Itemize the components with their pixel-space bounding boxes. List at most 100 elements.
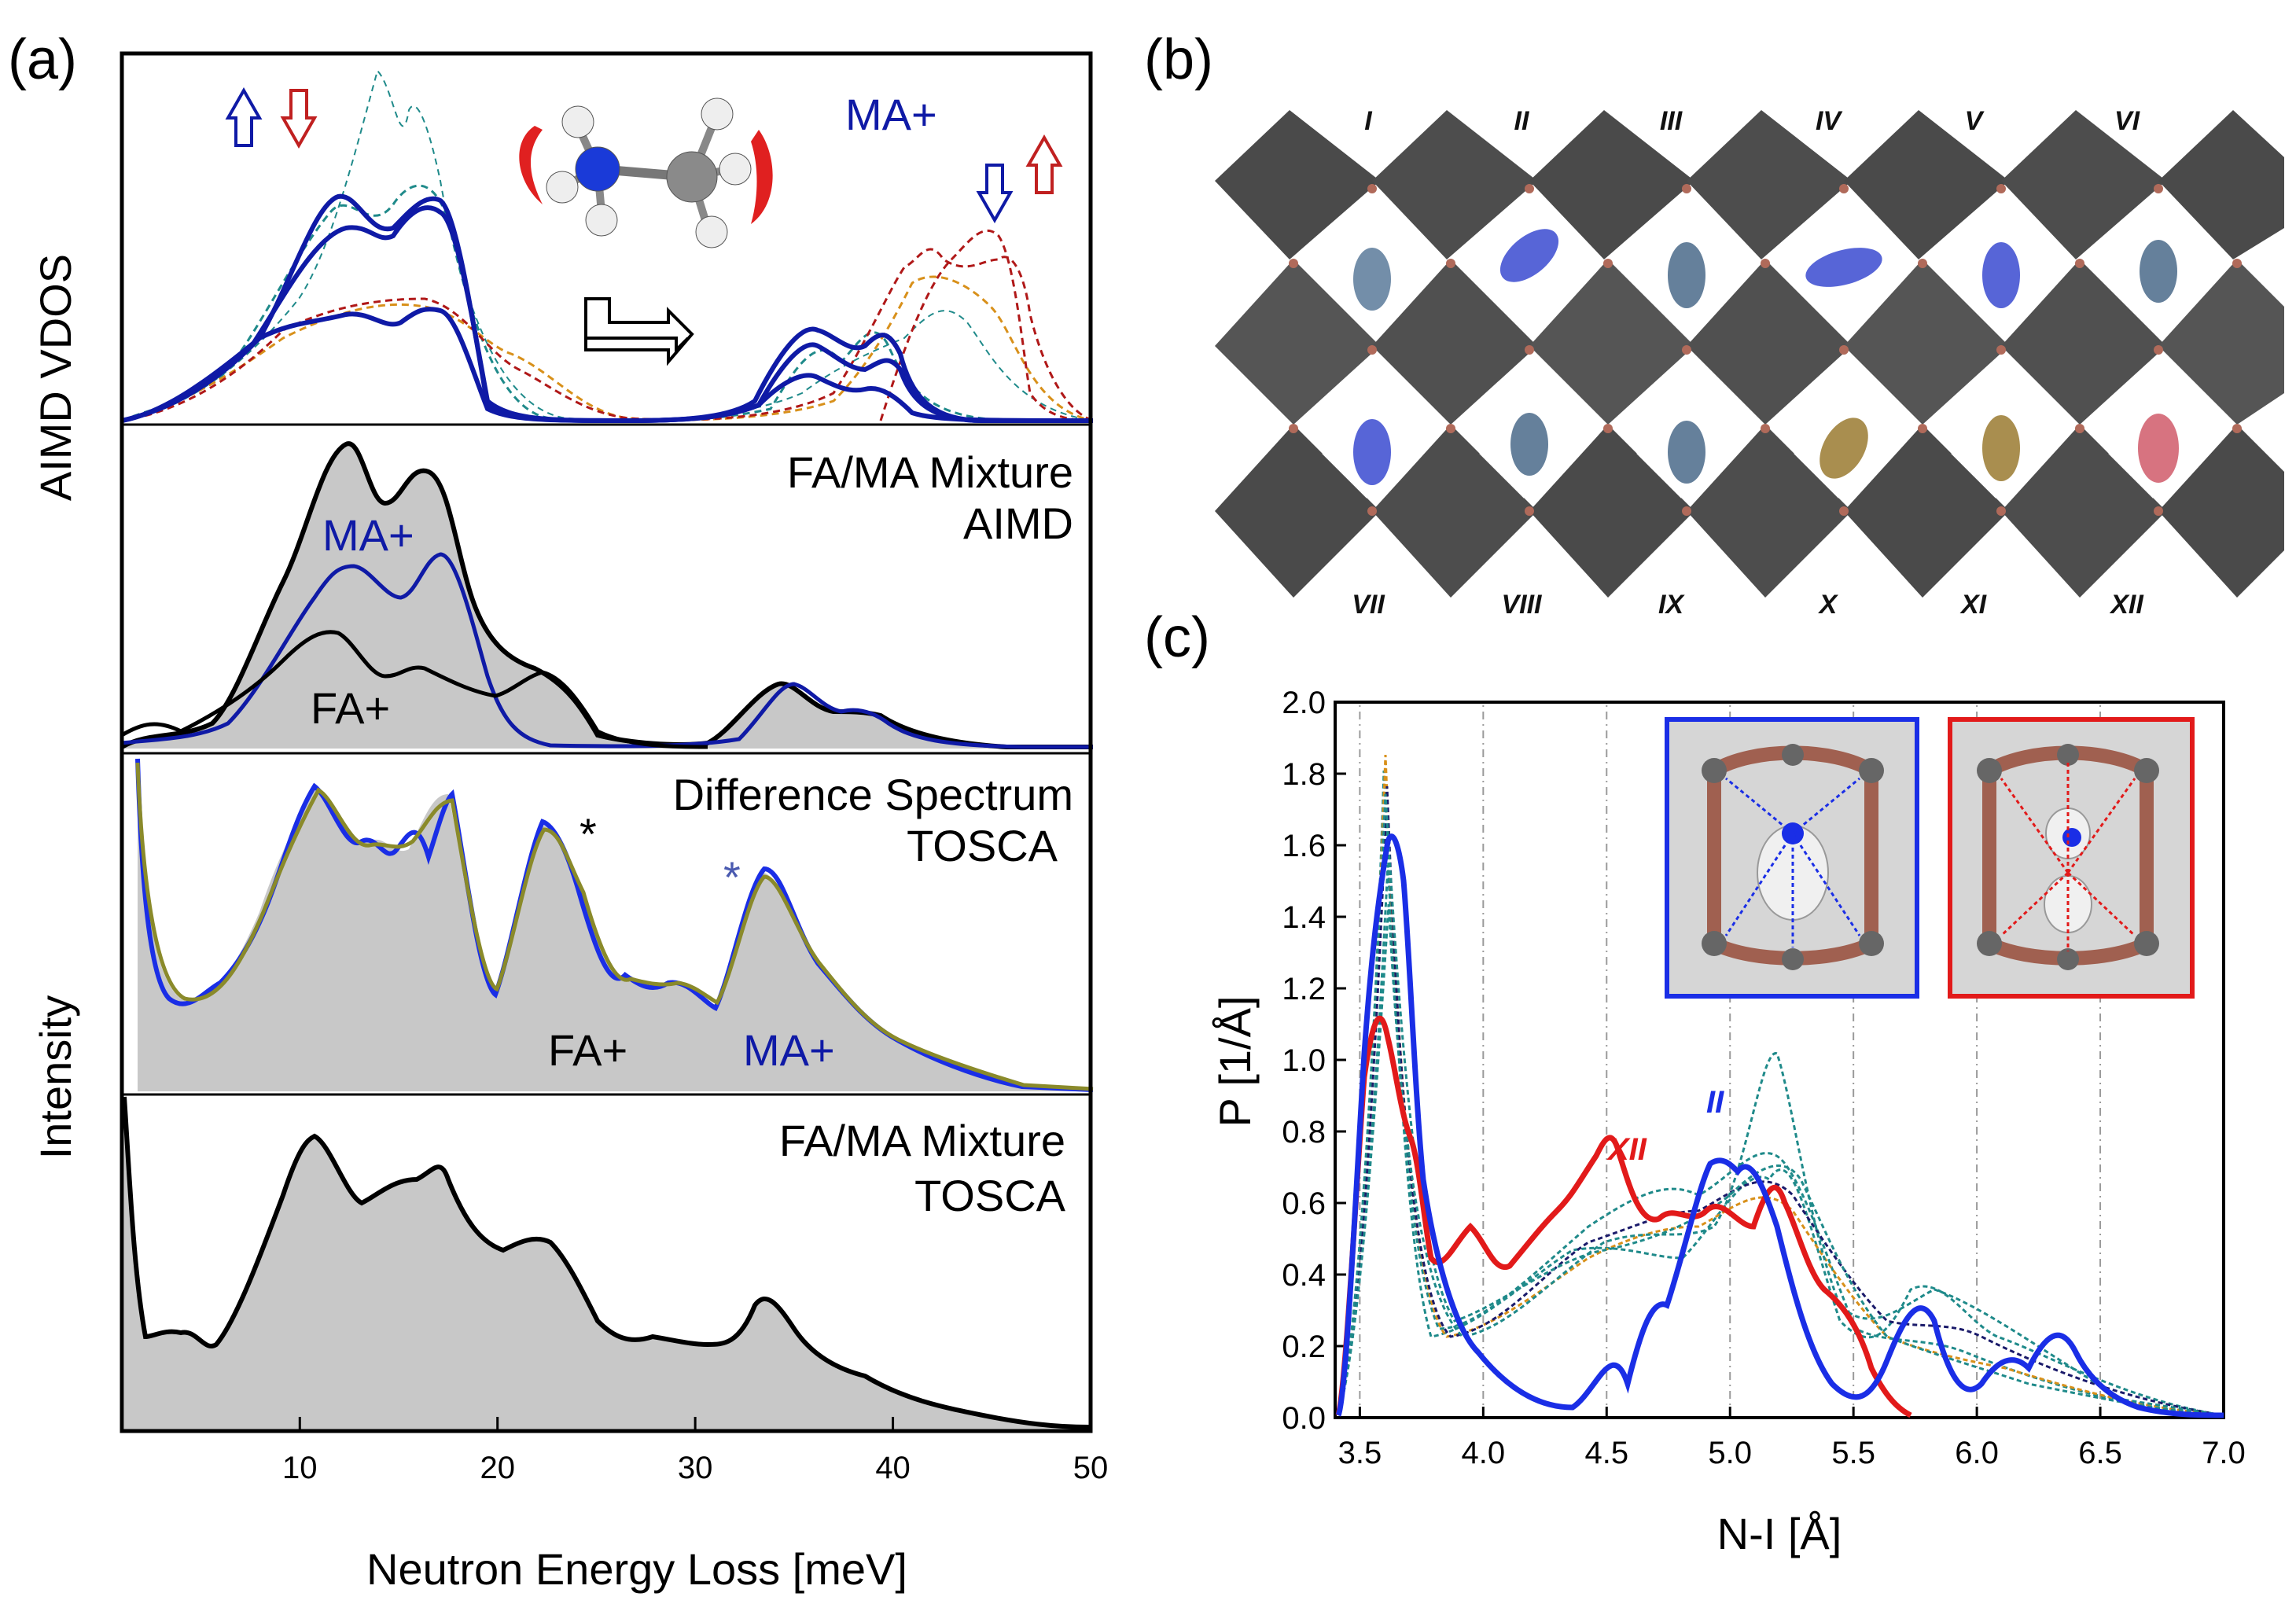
c-y-tick-label-6: 1.2	[1282, 972, 1326, 1006]
c-y-tick-label-1: 0.2	[1282, 1330, 1326, 1364]
octahedra-row-bottom	[1215, 425, 2284, 598]
c-x-tick-label-4: 5.5	[1831, 1436, 1875, 1470]
y-label-aimd-vdos: AIMD VDOS	[31, 254, 80, 501]
a-x-tick-label-4: 50	[1073, 1451, 1109, 1485]
panel-label-c: (c)	[1144, 606, 1210, 669]
difference-spectrum-fit-curve	[135, 762, 1094, 1091]
c-x-tick-label-3: 5.0	[1708, 1436, 1752, 1470]
cation-label-bottom-2: IX	[1658, 590, 1685, 620]
iodine-atoms	[1289, 184, 2242, 516]
cation-label-bottom-3: X	[1818, 590, 1839, 620]
vdos-dashed-teal-curve-2	[121, 69, 1094, 421]
vdos-solid-ma-curve-3	[121, 307, 1094, 424]
c-y-tick-label-3: 0.6	[1282, 1186, 1326, 1221]
fa-plus-label-tosca: FA+	[548, 1025, 627, 1075]
ma-star-marker: *	[723, 852, 741, 902]
aimd-mixture-title-1: FA/MA Mixture	[787, 447, 1073, 497]
c-y-tick-label-4: 0.8	[1282, 1115, 1326, 1150]
c-y-tick-label-9: 1.8	[1282, 757, 1326, 792]
arrow-down-icon	[280, 89, 318, 149]
spin-down-up-arrows-right	[976, 134, 1063, 224]
panel-label-b: (b)	[1144, 28, 1213, 91]
cation-labels-bottom: VII VIII IX X XI XII	[1352, 590, 2144, 620]
tosca-mixture-fill	[124, 1097, 1089, 1429]
fa-plus-label-aimd: FA+	[311, 683, 390, 733]
inset-red-cage	[1948, 717, 2195, 999]
c-y-tick-label-0: 0.0	[1282, 1401, 1326, 1436]
perovskite-structure-image: I II III IV V VI VII VIII IX X XI XII	[1215, 106, 2284, 620]
a-x-tick-label-0: 10	[282, 1451, 318, 1485]
c-y-tick-label-8: 1.6	[1282, 829, 1326, 863]
ma-plus-label-aimd: MA+	[322, 510, 414, 560]
c-x-tick-label-5: 6.0	[1955, 1436, 1999, 1470]
cation-label-top-5: VI	[2114, 106, 2141, 136]
spin-down-up-arrows-left	[225, 86, 318, 149]
a-x-tick-label-3: 40	[875, 1451, 911, 1485]
a-x-tick-label-1: 20	[480, 1451, 515, 1485]
c-y-tick-label-10: 2.0	[1282, 686, 1326, 720]
cation-label-top-4: V	[1965, 106, 1985, 136]
vdos-dashed-red-curve	[121, 248, 1094, 422]
tosca-mixture-subplot: FA/MA Mixture TOSCA	[122, 1096, 1090, 1429]
ni-distance-plot: 0.0 0.2 0.4 0.6 0.8 1.0 1.2 1.4 1.6 1.8 2.0 3.5 4.0…	[1210, 686, 2246, 1558]
aimd-mixture-total-curve	[120, 441, 1093, 749]
cation-row-bottom	[1322, 398, 2209, 498]
cation-label-top-2: III	[1660, 106, 1683, 136]
inset-blue-vectors	[1724, 777, 1861, 947]
methylammonium-molecule-icon	[519, 97, 773, 248]
c-x-tick-label-2: 4.5	[1584, 1436, 1628, 1470]
cation-label-bottom-0: VII	[1352, 590, 1385, 620]
aimd-ma-component-curve	[121, 552, 1093, 749]
c-x-tick-label-6: 6.5	[2078, 1436, 2122, 1470]
ma-plus-label-tosca: MA+	[743, 1025, 835, 1075]
x-label-neutron-energy-loss: Neutron Energy Loss [meV]	[366, 1544, 907, 1594]
arrow-up-icon-2	[1025, 134, 1063, 194]
aimd-vdos-subplot: MA+	[121, 69, 1094, 424]
c-x-tick-label-0: 3.5	[1338, 1436, 1382, 1470]
tosca-mixture-curve	[122, 1096, 1090, 1429]
rotation-arrow-right-icon	[751, 130, 773, 224]
aimd-mixture-fill	[122, 443, 1093, 749]
cation-label-bottom-1: VIII	[1501, 590, 1543, 620]
vdos-solid-ma-curve-1	[121, 205, 1093, 424]
ii-curve	[1335, 833, 2224, 1418]
aimd-mixture-subplot: FA/MA Mixture AIMD MA+ FA+	[120, 441, 1093, 749]
panel-a-frame	[120, 51, 1093, 1433]
aimd-fa-component-curve	[120, 630, 708, 749]
y-label-probability: P [1/Å]	[1210, 995, 1260, 1127]
vdos-solid-ma-curve-2	[121, 193, 1093, 424]
cation-label-bottom-4: XI	[1959, 590, 1988, 620]
c-y-tick-label-5: 1.0	[1282, 1043, 1326, 1078]
fa-star-marker: *	[580, 809, 597, 859]
panel-a-x-ticks: 10 20 30 40 50	[282, 1417, 1108, 1485]
panel-label-a: (a)	[8, 28, 77, 91]
ii-curve-label: II	[1706, 1085, 1724, 1120]
difference-spectrum-title-2: TOSCA	[907, 821, 1058, 870]
cation-label-top-0: I	[1364, 106, 1373, 136]
aimd-mixture-title-2: AIMD	[963, 498, 1073, 548]
difference-spectrum-subplot: Difference Spectrum TOSCA * * FA+ MA+	[135, 758, 1094, 1092]
xii-curve	[1335, 1015, 1912, 1418]
vdos-dashed-red-curve-2	[879, 230, 1094, 422]
tosca-mixture-title-1: FA/MA Mixture	[779, 1116, 1065, 1165]
bent-arrow-icon	[584, 297, 694, 366]
vdos-dashed-teal-curve	[121, 184, 1093, 423]
x-label-ni-distance: N-I [Å]	[1717, 1509, 1842, 1558]
cation-label-bottom-5: XII	[2109, 590, 2144, 620]
arrow-down-icon-2	[976, 164, 1014, 224]
c-x-tick-label-1: 4.0	[1462, 1436, 1506, 1470]
c-y-tick-label-2: 0.4	[1282, 1258, 1326, 1293]
panel-c-x-ticks: 3.5 4.0 4.5 5.0 5.5 6.0 6.5 7.0	[1338, 1407, 2246, 1470]
panel-c-y-ticks: 0.0 0.2 0.4 0.6 0.8 1.0 1.2 1.4 1.6 1.8 2.0	[1282, 686, 1346, 1436]
octahedra-row-middle	[1215, 259, 2284, 425]
y-label-intensity: Intensity	[31, 995, 80, 1160]
cation-label-top-1: II	[1514, 106, 1530, 136]
difference-spectrum-title-1: Difference Spectrum	[673, 770, 1073, 819]
arrow-up-icon	[225, 86, 263, 147]
xii-curve-label: XII	[1606, 1132, 1647, 1167]
ma-plus-label-top: MA+	[845, 90, 937, 139]
inset-red-vectors	[2000, 763, 2136, 951]
c-y-tick-label-7: 1.4	[1282, 900, 1326, 935]
octahedra-row-top	[1215, 110, 2284, 259]
